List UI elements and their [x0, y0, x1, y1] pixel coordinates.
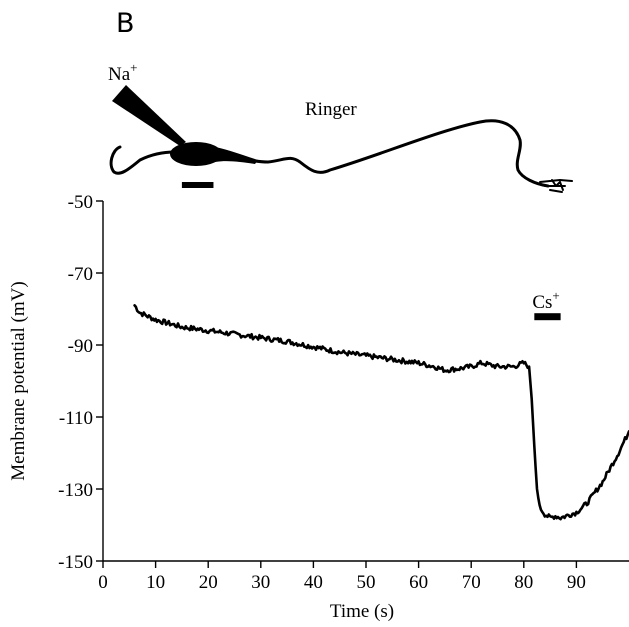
axes [102, 201, 629, 562]
pipette-label: Na+ [108, 60, 138, 85]
cell-soma [170, 142, 222, 166]
x-ticks: 0 10 20 30 40 50 60 70 80 90 [98, 561, 586, 593]
y-tick-label: -130 [58, 480, 93, 501]
panel-label: B [116, 8, 135, 39]
cell-diagram: Na+ Ringer [108, 60, 573, 193]
cs-annotation: Cs+ [532, 288, 561, 321]
cell-process [109, 119, 550, 188]
y-tick-label: -150 [58, 552, 93, 573]
cs-bar [534, 313, 561, 321]
bath-label: Ringer [305, 99, 357, 120]
x-tick-label: 60 [409, 572, 428, 593]
cs-label: Cs+ [532, 288, 559, 313]
pipette [112, 85, 186, 146]
y-ticks: -50 -70 -90 -110 -130 -150 [58, 192, 103, 573]
stimulus-bar [181, 182, 214, 188]
y-tick-label: -90 [68, 336, 93, 357]
x-tick-label: 70 [462, 572, 481, 593]
x-tick-label: 90 [567, 572, 586, 593]
y-tick-label: -50 [68, 192, 93, 213]
x-tick-label: 10 [146, 572, 165, 593]
cell-terminal [539, 179, 573, 193]
x-tick-label: 0 [98, 572, 108, 593]
membrane-potential-trace [133, 304, 629, 521]
cell-taper [215, 147, 258, 164]
x-tick-label: 40 [304, 572, 323, 593]
y-axis-label: Membrane potential (mV) [8, 281, 29, 480]
y-tick-label: -70 [68, 264, 93, 285]
x-tick-label: 50 [357, 572, 376, 593]
x-tick-label: 30 [251, 572, 270, 593]
x-axis-label: Time (s) [330, 601, 394, 622]
x-tick-label: 80 [514, 572, 533, 593]
x-tick-label: 20 [199, 572, 218, 593]
y-tick-label: -110 [59, 408, 93, 429]
